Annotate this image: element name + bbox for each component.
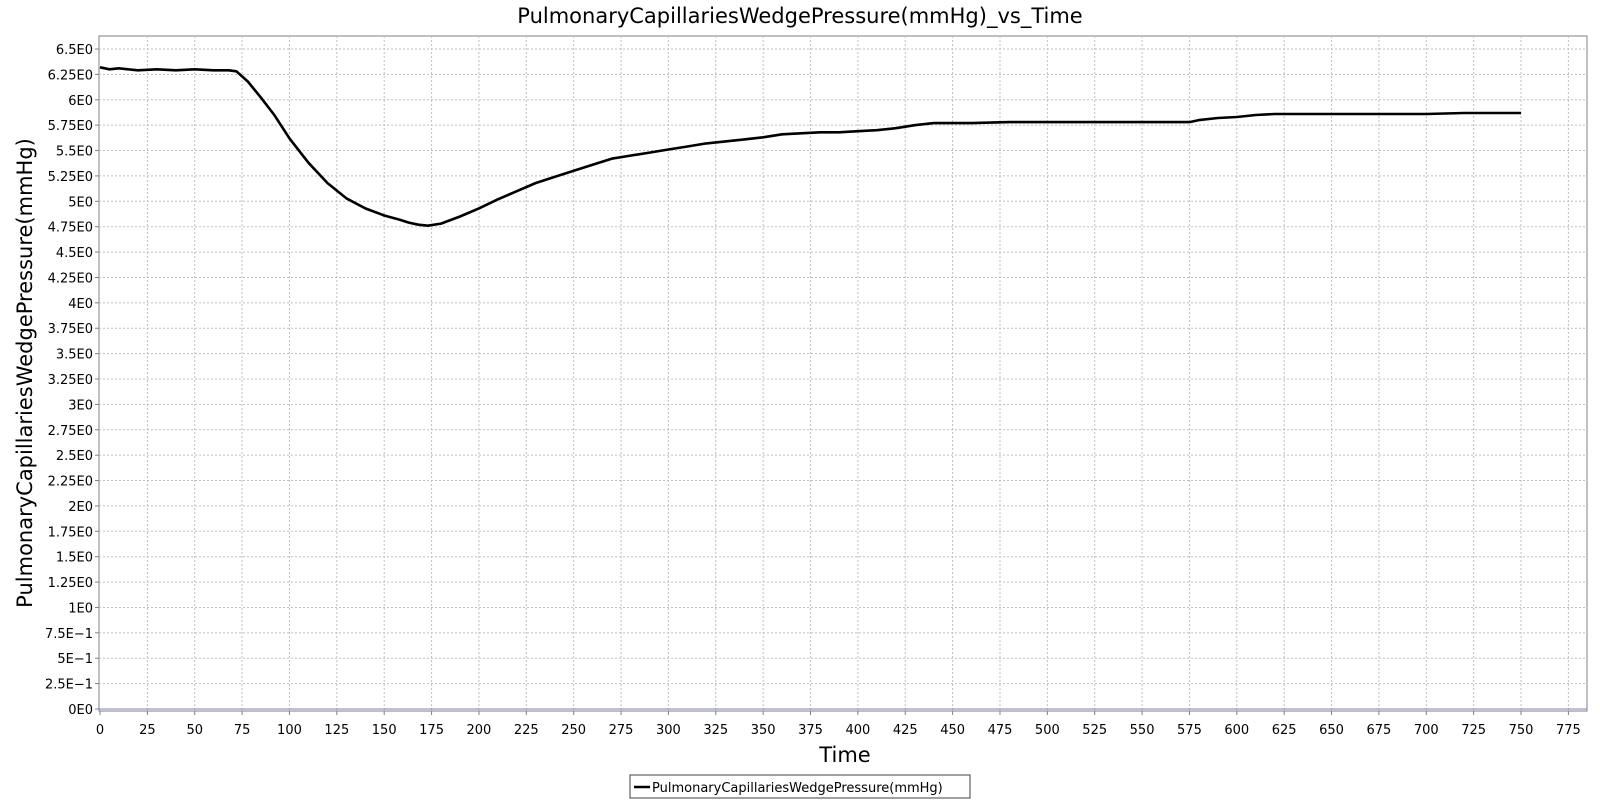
x-axis-label: Time: [818, 743, 870, 767]
y-tick-label: 5E0: [68, 195, 93, 210]
y-tick-label: 1.25E0: [48, 576, 93, 591]
x-tick-label: 0: [96, 723, 104, 738]
y-tick-label: 3.75E0: [48, 322, 93, 337]
legend: PulmonaryCapillariesWedgePressure(mmHg): [629, 774, 971, 799]
legend-box: [629, 774, 971, 799]
x-tick-label: 775: [1556, 723, 1581, 738]
x-tick-label: 75: [234, 723, 251, 738]
y-tick-label: 5E−1: [57, 652, 93, 667]
x-tick-label: 150: [372, 723, 397, 738]
x-tick-label: 300: [656, 723, 681, 738]
x-tick-label: 450: [940, 723, 965, 738]
x-tick-label: 250: [561, 723, 586, 738]
y-tick-label: 3E0: [68, 398, 93, 413]
x-tick-label: 600: [1224, 723, 1249, 738]
x-tick-label: 725: [1461, 723, 1486, 738]
y-tick-label: 1.75E0: [48, 525, 93, 540]
y-tick-label: 5.75E0: [48, 119, 93, 134]
y-tick-label: 6.5E0: [56, 43, 93, 58]
x-tick-label: 650: [1319, 723, 1344, 738]
x-tick-label: 200: [467, 723, 492, 738]
y-tick-label: 4E0: [68, 297, 93, 312]
y-tick-label: 5.25E0: [48, 170, 93, 185]
x-tick-label: 400: [845, 723, 870, 738]
x-tick-label: 325: [703, 723, 728, 738]
x-tick-label: 275: [609, 723, 634, 738]
x-tick-label: 225: [514, 723, 539, 738]
chart-title: PulmonaryCapillariesWedgePressure(mmHg)_…: [517, 4, 1082, 29]
y-tick-label: 2.25E0: [48, 475, 93, 490]
x-tick-label: 700: [1414, 723, 1439, 738]
x-tick-label: 675: [1367, 723, 1392, 738]
grid: [99, 36, 1587, 711]
y-axis-label: PulmonaryCapillariesWedgePressure(mmHg): [13, 138, 37, 608]
x-tick-label: 350: [751, 723, 776, 738]
y-tick-label: 4.25E0: [48, 271, 93, 286]
x-tick-label: 375: [798, 723, 823, 738]
y-tick-label: 5.5E0: [56, 145, 93, 160]
y-tick-label: 1E0: [68, 601, 93, 616]
x-tick-label: 425: [893, 723, 918, 738]
x-tick-label: 500: [1035, 723, 1060, 738]
y-tick-label: 3.5E0: [56, 348, 93, 363]
y-tick-label: 6.25E0: [48, 68, 93, 83]
series-group: [99, 66, 1521, 227]
x-tick-label: 50: [186, 723, 203, 738]
x-axis: 0 25 50 75 100 125 150 175 200 225 250 275 300 325 350…: [96, 711, 1581, 738]
x-tick-label: 175: [419, 723, 444, 738]
y-tick-label: 4.75E0: [48, 221, 93, 236]
y-tick-label: 0E0: [68, 703, 93, 718]
y-tick-label: 2.5E0: [56, 449, 93, 464]
y-axis: 0E0 2.5E−1 5E−1 7.5E−1 1E0 1.25E0 1.5E0 1.75E0 2…: [45, 43, 99, 718]
y-tick-label: 3.25E0: [48, 373, 93, 388]
x-tick-label: 125: [324, 723, 349, 738]
x-tick-label: 750: [1509, 723, 1534, 738]
x-tick-label: 25: [139, 723, 156, 738]
x-tick-label: 625: [1272, 723, 1297, 738]
y-tick-label: 2E0: [68, 500, 93, 515]
x-tick-label: 475: [988, 723, 1013, 738]
plot-area: [98, 35, 1588, 712]
x-tick-label: 525: [1082, 723, 1107, 738]
x-tick-label: 100: [277, 723, 302, 738]
y-tick-label: 1.5E0: [56, 551, 93, 566]
x-tick-label: 575: [1177, 723, 1202, 738]
legend-entry-label: PulmonaryCapillariesWedgePressure(mmHg): [652, 781, 943, 796]
series-line-0: [99, 66, 1521, 227]
y-tick-label: 4.5E0: [56, 246, 93, 261]
x-tick-label: 550: [1130, 723, 1155, 738]
y-tick-label: 7.5E−1: [45, 627, 93, 642]
y-tick-label: 6E0: [68, 94, 93, 109]
y-tick-label: 2.5E−1: [45, 678, 93, 693]
y-tick-label: 2.75E0: [48, 424, 93, 439]
